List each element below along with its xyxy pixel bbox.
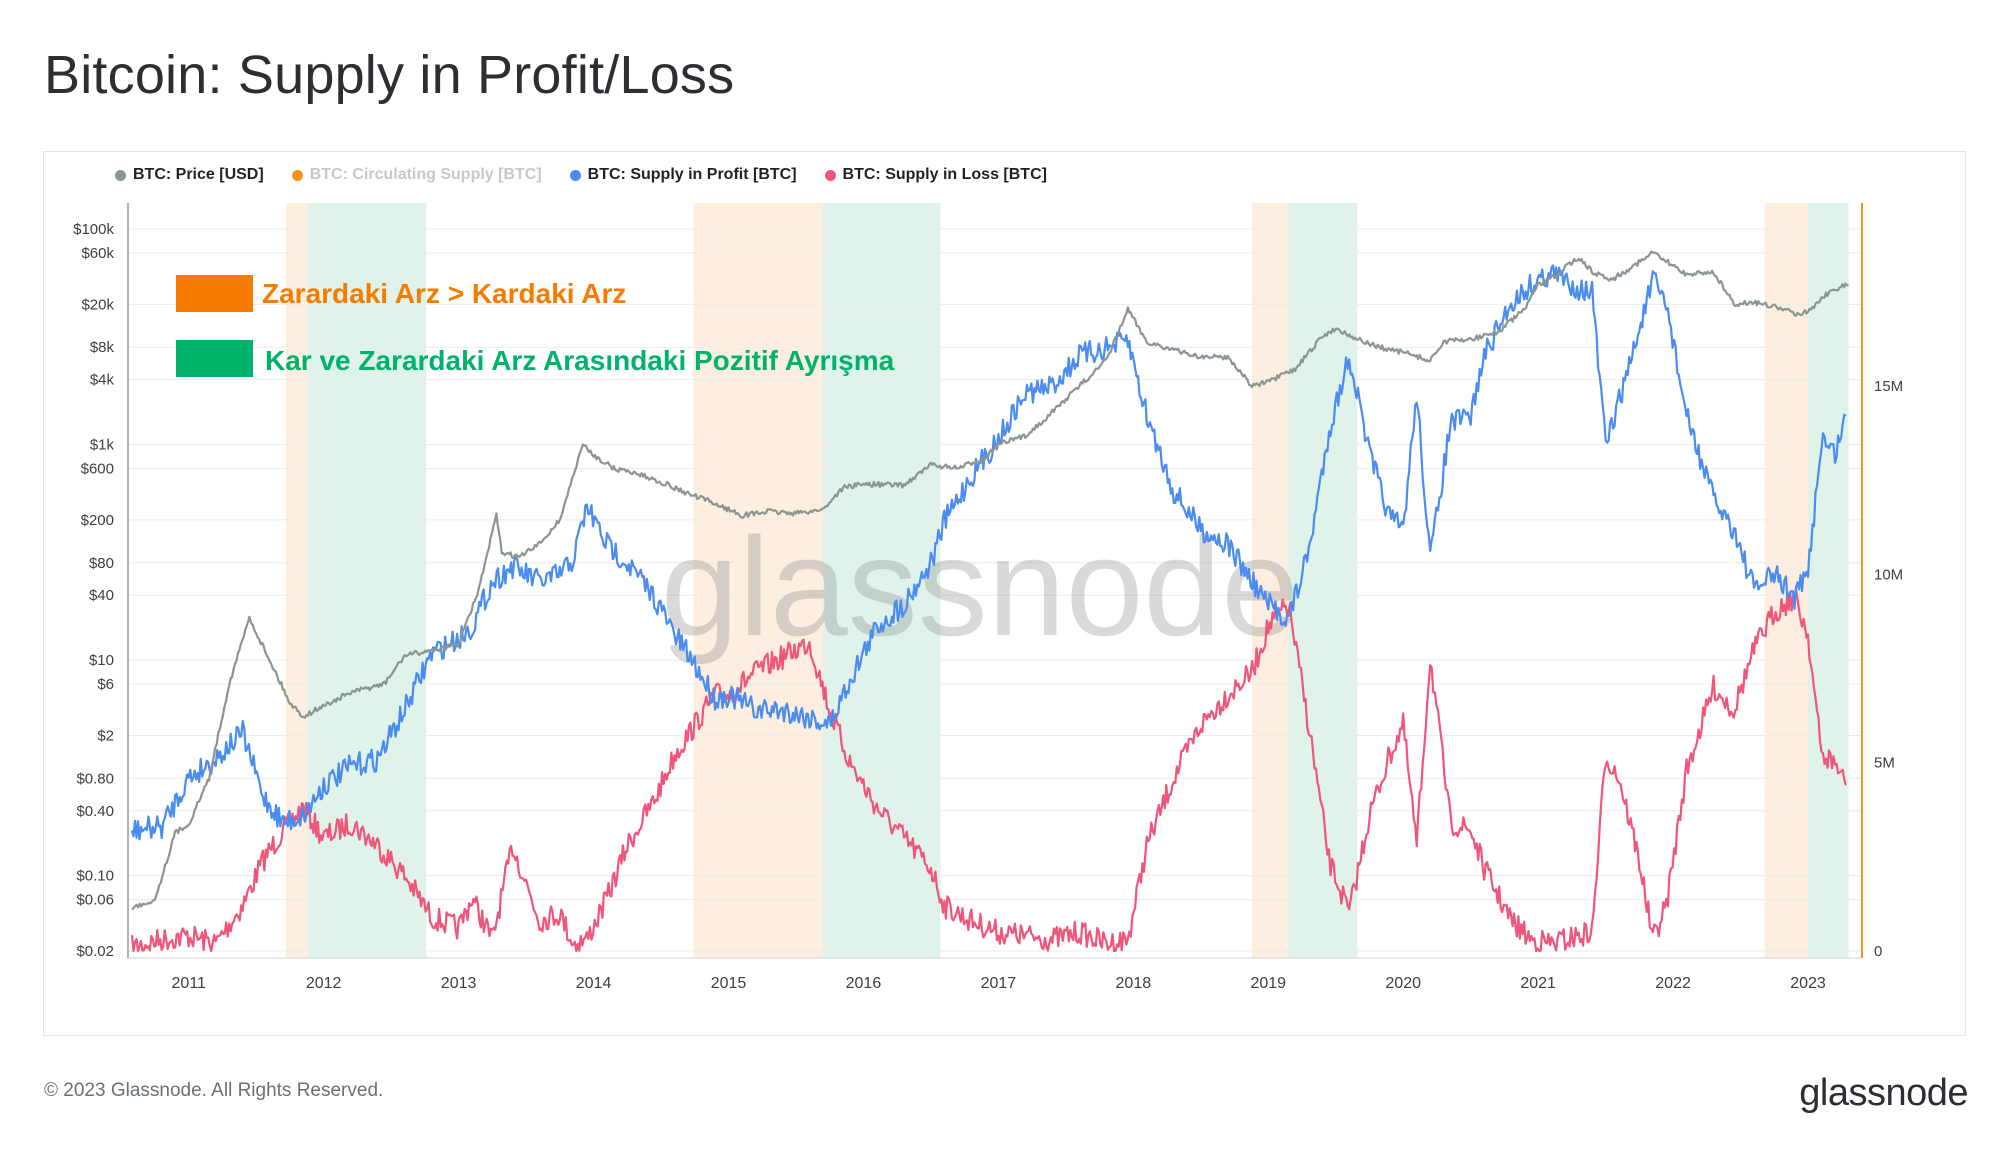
left-tick-label: $2 (97, 727, 114, 744)
x-tick-label: 2015 (711, 975, 747, 992)
legend-item-supply-profit[interactable]: BTC: Supply in Profit [BTC] (569, 166, 797, 184)
annotation-green-label: Kar ve Zarardaki Arz Arasındaki Pozitif … (265, 345, 895, 376)
left-tick-label: $600 (81, 460, 114, 477)
shaded-period-green-5 (1288, 203, 1358, 958)
right-tick-label: 10M (1874, 566, 1903, 583)
right-tick-label: 5M (1874, 755, 1895, 772)
left-tick-label: $100k (73, 221, 114, 238)
chart-legend: BTC: Price [USD] BTC: Circulating Supply… (115, 166, 1047, 184)
x-tick-label: 2017 (981, 975, 1017, 992)
series-line-supply-in-loss (130, 588, 1847, 953)
x-tick-label: 2011 (172, 975, 207, 992)
right-tick-label: 0 (1874, 943, 1882, 960)
legend-dot-circulating-supply (291, 169, 303, 181)
legend-dot-supply-loss (824, 169, 836, 181)
legend-label-supply-profit: BTC: Supply in Profit [BTC] (587, 166, 797, 183)
left-tick-label: $4k (90, 372, 115, 389)
legend-item-circulating-supply[interactable]: BTC: Circulating Supply [BTC] (291, 166, 542, 184)
left-tick-label: $0.80 (76, 770, 114, 787)
left-tick-label: $0.40 (76, 803, 114, 820)
x-tick-label: 2021 (1520, 975, 1556, 992)
left-tick-label: $1k (90, 437, 115, 454)
legend-dot-price (115, 169, 126, 181)
footer-logo: glassnode (1799, 1072, 1968, 1114)
page-title: Bitcoin: Supply in Profit/Loss (44, 45, 735, 105)
legend-label-circulating-supply: BTC: Circulating Supply [BTC] (309, 166, 542, 183)
legend-label-price: BTC: Price [USD] (133, 166, 264, 183)
left-tick-label: $0.10 (76, 868, 114, 885)
legend-item-price[interactable]: BTC: Price [USD] (115, 166, 264, 184)
annotation-orange-swatch (176, 275, 253, 312)
series-line-price (131, 250, 1849, 911)
left-tick-label: $0.02 (76, 943, 114, 960)
shaded-period-green-1 (307, 203, 427, 958)
legend-item-supply-loss[interactable]: BTC: Supply in Loss [BTC] (824, 166, 1047, 184)
footer-copyright: © 2023 Glassnode. All Rights Reserved. (44, 1080, 384, 1101)
watermark: glassnode (661, 508, 1299, 665)
x-tick-label: 2018 (1116, 975, 1152, 992)
x-tick-label: 2019 (1250, 975, 1286, 992)
left-tick-label: $8k (90, 339, 115, 356)
left-tick-label: $0.06 (76, 892, 114, 909)
right-tick-label: 15M (1874, 378, 1903, 395)
shaded-period-orange-0 (285, 203, 308, 958)
x-tick-label: 2016 (846, 975, 882, 992)
shaded-period-orange-2 (693, 203, 823, 958)
x-tick-label: 2022 (1655, 975, 1691, 992)
legend-label-supply-loss: BTC: Supply in Loss [BTC] (842, 166, 1047, 183)
left-tick-label: $40 (89, 587, 114, 604)
left-tick-label: $60k (81, 245, 114, 262)
x-tick-label: 2013 (441, 975, 477, 992)
x-tick-label: 2012 (306, 975, 342, 992)
shaded-period-orange-4 (1252, 203, 1289, 958)
x-tick-label: 2023 (1790, 975, 1826, 992)
left-tick-label: $10 (89, 652, 114, 669)
legend-dot-supply-profit (569, 169, 581, 181)
left-tick-label: $80 (89, 555, 114, 572)
left-tick-label: $200 (81, 512, 114, 529)
annotation-orange-label: Zarardaki Arz > Kardaki Arz (262, 278, 626, 309)
left-tick-label: $20k (81, 296, 114, 313)
shaded-period-green-7 (1808, 203, 1849, 958)
x-tick-label: 2014 (576, 975, 612, 992)
annotation-green-swatch (176, 340, 253, 377)
x-tick-label: 2020 (1385, 975, 1421, 992)
left-tick-label: $6 (97, 676, 114, 693)
